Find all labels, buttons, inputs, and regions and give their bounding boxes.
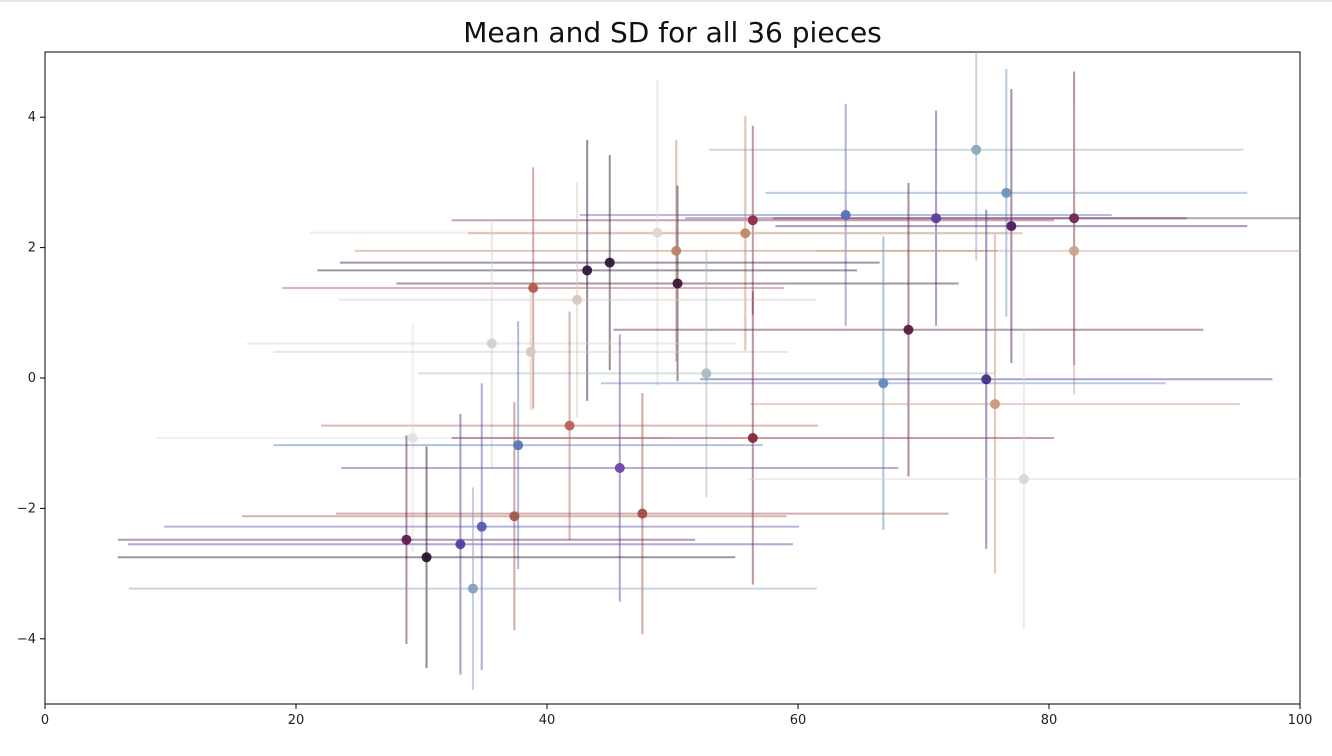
- data-point: [476, 521, 487, 532]
- data-point: [990, 399, 1001, 410]
- data-point: [1006, 221, 1017, 232]
- data-point: [582, 265, 593, 276]
- data-point: [407, 432, 418, 443]
- data-point: [486, 338, 497, 349]
- data-point: [528, 283, 539, 294]
- data-point: [672, 278, 683, 289]
- data-point: [513, 440, 524, 451]
- data-point: [740, 228, 751, 239]
- data-point: [525, 346, 536, 357]
- data-point: [671, 245, 682, 256]
- data-point: [572, 294, 583, 305]
- x-tick-label: 100: [1288, 713, 1313, 728]
- data-point: [747, 215, 758, 226]
- y-tick-label: −4: [17, 632, 36, 647]
- x-axis: 0 20 40 60 80 100: [41, 704, 1313, 728]
- data-point: [467, 583, 478, 594]
- data-point: [971, 144, 982, 155]
- data-point: [878, 378, 889, 389]
- y-tick-label: 0: [28, 371, 36, 386]
- x-tick-label: 80: [1041, 713, 1058, 728]
- y-tick-label: 2: [28, 241, 36, 256]
- data-point: [401, 534, 412, 545]
- x-tick-label: 20: [288, 713, 305, 728]
- data-point: [981, 374, 992, 385]
- top-border: [0, 0, 1332, 2]
- data-point: [747, 432, 758, 443]
- data-point: [509, 511, 520, 522]
- y-tick-label: −2: [17, 501, 36, 516]
- x-tick-label: 0: [41, 713, 49, 728]
- data-point: [455, 539, 466, 550]
- data-point: [421, 552, 432, 563]
- y-tick-label: 4: [28, 110, 36, 125]
- chart-title: Mean and SD for all 36 pieces: [463, 16, 882, 49]
- data-point: [1001, 187, 1012, 198]
- data-point: [564, 420, 575, 431]
- data-point: [840, 210, 851, 220]
- data-point: [701, 368, 712, 379]
- data-point: [1069, 213, 1080, 224]
- data-points: [401, 144, 1080, 594]
- data-point: [931, 213, 942, 224]
- data-point: [637, 508, 648, 519]
- x-tick-label: 60: [790, 713, 807, 728]
- plot-area: [44, 51, 1301, 705]
- y-axis: −4 −2 0 2 4: [17, 110, 45, 647]
- data-point: [604, 257, 615, 268]
- data-point: [614, 462, 625, 473]
- data-point: [652, 227, 663, 238]
- data-point: [1069, 245, 1080, 256]
- data-point: [903, 324, 914, 335]
- x-tick-label: 40: [539, 713, 556, 728]
- data-point: [1018, 474, 1029, 485]
